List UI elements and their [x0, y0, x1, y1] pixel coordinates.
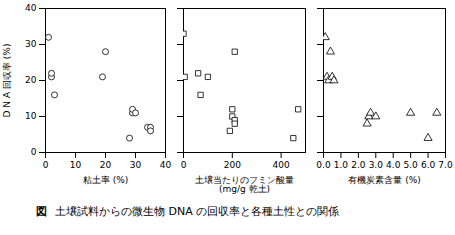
svg-text:40: 40: [25, 3, 37, 13]
svg-text:6.0: 6.0: [421, 160, 436, 170]
svg-text:1.0: 1.0: [334, 160, 349, 170]
svg-text:0: 0: [181, 160, 187, 170]
svg-text:0.0: 0.0: [316, 160, 331, 170]
svg-text:30: 30: [25, 39, 37, 49]
svg-text:D N A 回収率 (%): D N A 回収率 (%): [2, 44, 12, 118]
svg-text:土壌当たりのフミン酸量(mg/g 乾土): 土壌当たりのフミン酸量(mg/g 乾土): [195, 175, 294, 194]
html-text:土壌試料からの微生物 DNA の回収率と各種土性との関係: 土壌試料からの微生物 DNA の回収率と各種土性との関係: [55, 205, 340, 218]
svg-text:粘土率 (%): 粘土率 (%): [83, 175, 128, 185]
svg-text:3.0: 3.0: [369, 160, 384, 170]
svg-text:4.0: 4.0: [386, 160, 401, 170]
svg-text:有機炭素含量 (%): 有機炭素含量 (%): [348, 175, 420, 185]
svg-text:10: 10: [70, 160, 82, 170]
svg-text:0: 0: [31, 147, 37, 157]
svg-text:40: 40: [160, 160, 172, 170]
svg-text:400: 400: [273, 160, 290, 170]
svg-text:200: 200: [224, 160, 241, 170]
svg-text:20: 20: [25, 75, 37, 85]
svg-text:2.0: 2.0: [351, 160, 366, 170]
svg-text:5.0: 5.0: [403, 160, 418, 170]
svg-text:0: 0: [43, 160, 49, 170]
svg-text:10: 10: [25, 111, 37, 121]
svg-text:20: 20: [100, 160, 112, 170]
html-text:図: 図: [36, 205, 47, 218]
svg-text:30: 30: [130, 160, 142, 170]
svg-text:7.0: 7.0: [438, 160, 453, 170]
